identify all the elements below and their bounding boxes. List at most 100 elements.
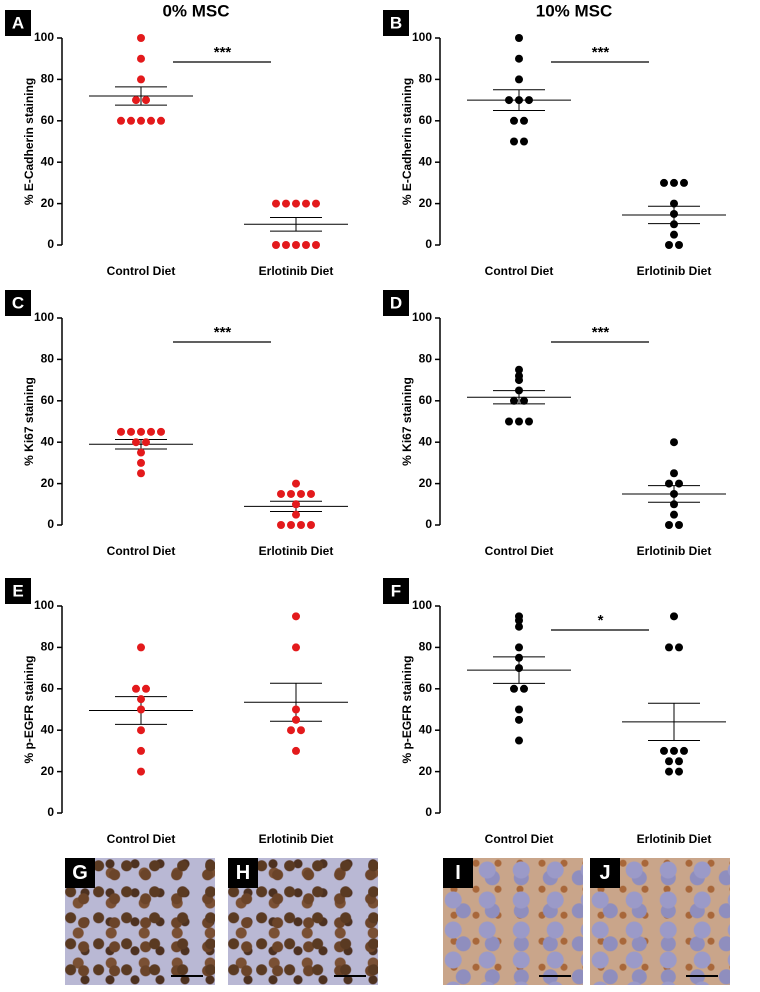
data-point	[665, 241, 673, 249]
data-point	[515, 75, 523, 84]
data-point	[282, 241, 290, 249]
data-point	[670, 746, 678, 755]
y-tick-label: 80	[41, 352, 55, 366]
data-point	[520, 116, 528, 125]
significance-label: *	[598, 612, 604, 629]
y-tick-label: 80	[41, 640, 55, 654]
y-axis-label: % p-EGFR staining	[400, 656, 414, 764]
data-point	[157, 116, 165, 125]
data-point	[660, 746, 668, 755]
data-point	[157, 427, 165, 436]
panel-letter-box	[383, 10, 409, 36]
data-point	[297, 726, 305, 735]
data-point	[670, 612, 678, 621]
data-point	[272, 199, 280, 208]
x-tick-label: Control Diet	[107, 544, 176, 558]
data-point	[307, 521, 315, 529]
panel-letter-box	[5, 10, 31, 36]
scale-bar	[334, 975, 366, 977]
y-tick-label: 20	[41, 764, 55, 778]
significance-label: ***	[214, 44, 232, 61]
data-point	[680, 178, 688, 187]
data-point	[670, 489, 678, 498]
data-point	[137, 458, 145, 467]
data-point	[665, 479, 673, 488]
data-point	[515, 715, 523, 724]
data-point	[137, 767, 145, 776]
y-tick-label: 80	[41, 72, 55, 86]
y-axis-label: % Ki67 staining	[22, 377, 36, 466]
data-point	[277, 521, 285, 529]
data-point	[137, 643, 145, 652]
data-point	[515, 664, 523, 673]
data-point	[670, 178, 678, 187]
data-point	[670, 199, 678, 208]
x-tick-label: Erlotinib Diet	[637, 264, 712, 278]
panel-letter: B	[390, 13, 402, 32]
data-point	[137, 427, 145, 436]
data-point	[292, 199, 300, 208]
x-tick-label: Control Diet	[485, 832, 554, 846]
x-tick-label: Erlotinib Diet	[259, 264, 334, 278]
data-point	[515, 96, 523, 105]
data-point	[297, 489, 305, 498]
column-title: 10% MSC	[536, 1, 613, 20]
x-tick-label: Control Diet	[485, 264, 554, 278]
data-point	[515, 705, 523, 714]
data-point	[675, 767, 683, 776]
data-point	[515, 54, 523, 63]
data-point	[675, 241, 683, 249]
data-point	[297, 521, 305, 529]
data-point	[510, 116, 518, 125]
y-tick-label: 0	[425, 805, 432, 819]
significance-label: ***	[214, 324, 232, 341]
data-point	[515, 653, 523, 662]
charts: 0% MSC 10% MSC A 0 20 40 60 80 100 % E-Cadherin…	[5, 1, 726, 846]
data-point	[515, 386, 523, 395]
panel-letter: D	[390, 293, 402, 312]
micrograph: I	[443, 858, 583, 985]
data-point	[292, 643, 300, 652]
data-point	[520, 137, 528, 146]
data-point	[137, 705, 145, 714]
x-tick-label: Erlotinib Diet	[637, 544, 712, 558]
data-point	[127, 427, 135, 436]
data-point	[312, 241, 320, 249]
y-tick-label: 40	[419, 434, 433, 448]
significance-label: ***	[592, 324, 610, 341]
data-point	[137, 54, 145, 63]
data-point	[132, 684, 140, 693]
data-point	[292, 715, 300, 724]
data-point	[287, 521, 295, 529]
data-point	[675, 479, 683, 488]
y-tick-label: 100	[34, 310, 54, 324]
y-tick-label: 40	[419, 722, 433, 736]
panel-letter: E	[12, 581, 23, 600]
data-point	[312, 199, 320, 208]
data-point	[670, 510, 678, 519]
data-point	[302, 241, 310, 249]
data-point	[515, 417, 523, 426]
data-point	[137, 726, 145, 735]
significance-label: ***	[592, 44, 610, 61]
micrograph: J	[590, 858, 730, 985]
data-point	[302, 199, 310, 208]
data-point	[142, 96, 150, 105]
data-point	[675, 521, 683, 529]
data-point	[137, 469, 145, 478]
y-tick-label: 100	[412, 598, 432, 612]
x-tick-label: Control Diet	[485, 544, 554, 558]
panel-letter: A	[12, 13, 24, 32]
data-point	[665, 643, 673, 652]
y-tick-label: 0	[425, 237, 432, 251]
y-tick-label: 80	[419, 352, 433, 366]
data-point	[515, 643, 523, 652]
panel-letter: F	[391, 581, 401, 600]
y-tick-label: 0	[47, 237, 54, 251]
data-point	[277, 489, 285, 498]
y-tick-label: 40	[419, 154, 433, 168]
data-point	[670, 209, 678, 218]
data-point	[287, 726, 295, 735]
data-point	[515, 376, 523, 385]
column-title: 0% MSC	[162, 1, 229, 20]
